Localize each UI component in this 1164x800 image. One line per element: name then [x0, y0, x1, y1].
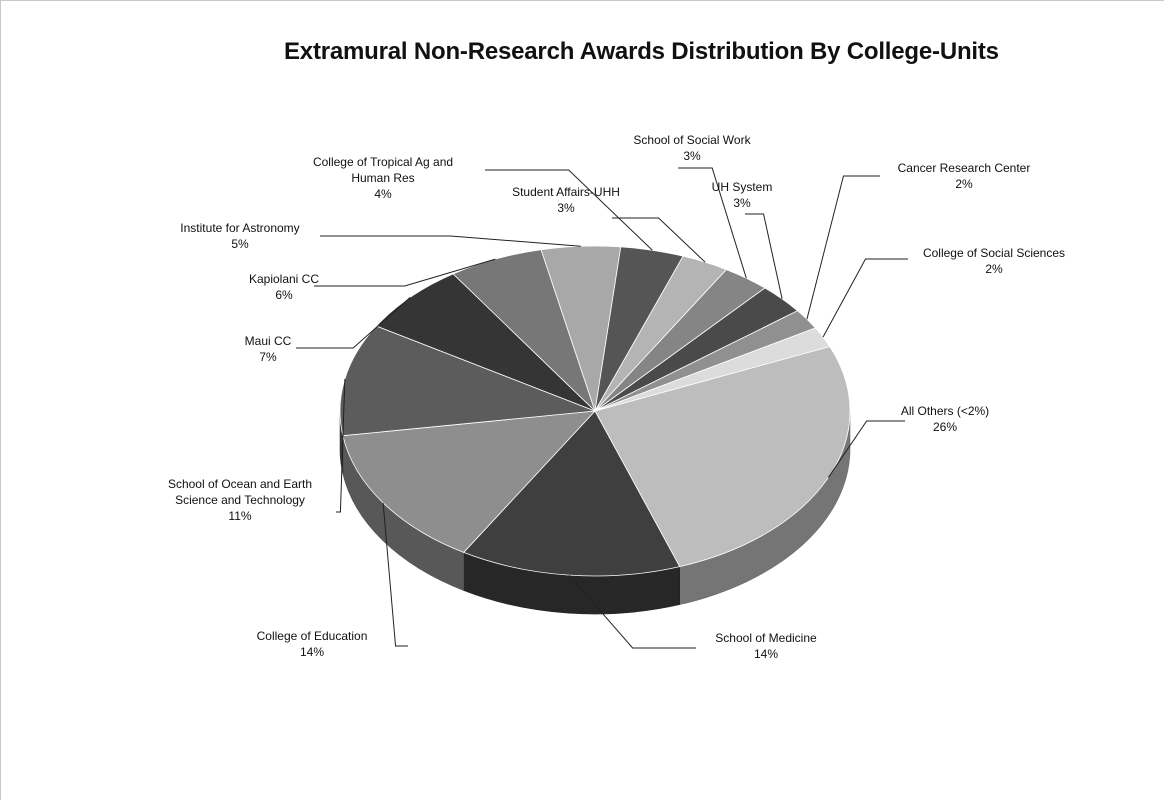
leader-line-10 [678, 167, 747, 279]
slice-percent-3: 14% [300, 645, 324, 659]
slice-percent-4: 11% [228, 509, 251, 523]
slice-label-4-line-2: Science and Technology [175, 493, 305, 507]
slice-label-6: Kapiolani CC [249, 272, 319, 286]
slice-percent-9: 3% [557, 201, 575, 215]
slice-label-8-line-2: Human Res [351, 171, 414, 185]
slice-label-12: Cancer Research Center [898, 161, 1031, 175]
leader-line-4 [336, 378, 346, 513]
slice-percent-13: 2% [985, 262, 1003, 276]
slice-label-10: School of Social Work [633, 133, 751, 147]
pie-top [339, 245, 851, 577]
slice-percent-5: 7% [259, 350, 277, 364]
slice-percent-11: 3% [733, 196, 751, 210]
pie-slice-2 [462, 410, 681, 577]
slice-label-3: College of Education [257, 629, 368, 643]
leader-line-1 [827, 420, 905, 478]
chart-title: Extramural Non-Research Awards Distribut… [284, 38, 999, 65]
slice-percent-1: 26% [933, 420, 957, 434]
slice-label-1: All Others (<2%) [901, 404, 989, 418]
leader-line-7 [320, 235, 581, 247]
leader-line-2 [568, 574, 696, 649]
slice-label-11: UH System [712, 180, 773, 194]
slice-label-7: Institute for Astronomy [180, 221, 299, 235]
slice-percent-10: 3% [683, 149, 701, 163]
leader-line-6 [314, 258, 496, 287]
slice-percent-6: 6% [275, 288, 293, 302]
slice-label-5: Maui CC [245, 334, 292, 348]
slice-percent-8: 4% [374, 187, 392, 201]
slice-label-13: College of Social Sciences [923, 246, 1065, 260]
leader-line-3 [382, 502, 408, 647]
slice-percent-7: 5% [231, 237, 249, 251]
slice-percent-12: 2% [955, 177, 973, 191]
leader-line-13 [822, 258, 908, 338]
pie-slice-3 [342, 410, 597, 553]
leader-line-12 [806, 175, 880, 320]
leader-line-9 [612, 217, 706, 263]
leader-line-5 [296, 296, 411, 349]
leader-line-11 [745, 213, 783, 299]
slice-label-4-line-1: School of Ocean and Earth [168, 477, 312, 491]
pie-slice-5 [375, 273, 596, 412]
pie-labels: All Others (<2%) 26% School of Medicine 14%… [168, 133, 1065, 661]
slice-percent-2: 14% [754, 647, 778, 661]
slice-label-8-line-1: College of Tropical Ag and [313, 155, 453, 169]
slice-label-9: Student Affairs-UHH [512, 185, 620, 199]
slice-label-2: School of Medicine [715, 631, 817, 645]
leader-line-8 [485, 169, 653, 251]
